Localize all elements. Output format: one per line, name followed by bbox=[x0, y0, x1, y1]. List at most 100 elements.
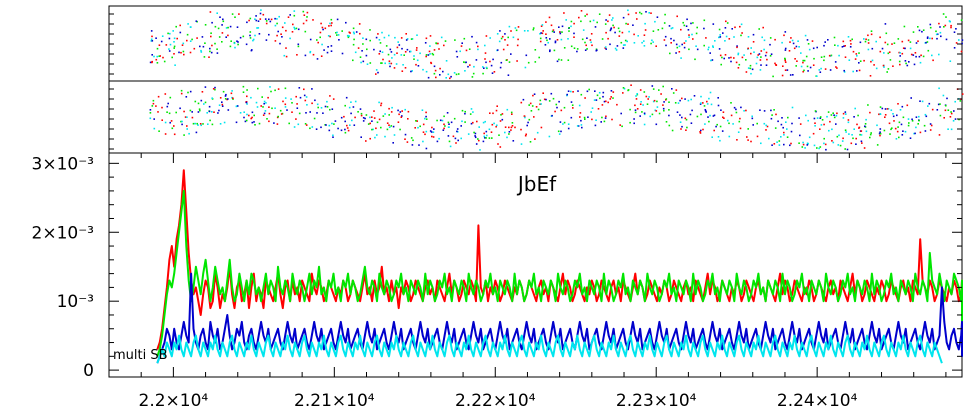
scatter-dot bbox=[175, 25, 177, 28]
scatter-dot bbox=[341, 52, 344, 55]
scatter-dot bbox=[753, 51, 755, 53]
scatter-dot bbox=[221, 24, 223, 26]
scatter-dot bbox=[425, 115, 427, 118]
scatter-dot bbox=[677, 102, 680, 104]
scatter-dot bbox=[784, 49, 787, 51]
scatter-dot bbox=[485, 66, 488, 69]
scatter-dot bbox=[737, 131, 740, 133]
scatter-dot bbox=[847, 121, 850, 124]
scatter-dot bbox=[255, 19, 258, 22]
scatter-dot bbox=[398, 113, 400, 116]
scatter-dot bbox=[740, 23, 743, 26]
scatter-dot bbox=[765, 129, 767, 131]
scatter-dot bbox=[787, 116, 789, 119]
scatter-dot bbox=[745, 71, 748, 73]
scatter-dot bbox=[386, 122, 389, 124]
scatter-dot bbox=[520, 128, 522, 131]
scatter-dot bbox=[740, 34, 742, 37]
scatter-dot bbox=[195, 131, 198, 134]
scatter-dot bbox=[718, 48, 721, 50]
scatter-dot bbox=[722, 116, 724, 119]
series-line-1 bbox=[156, 169, 963, 350]
scatter-dot bbox=[396, 46, 399, 49]
scatter-dot bbox=[397, 109, 399, 112]
scatter-dot bbox=[276, 22, 278, 25]
scatter-dot bbox=[552, 29, 555, 31]
scatter-dot bbox=[264, 110, 267, 112]
scatter-dot bbox=[284, 22, 286, 24]
scatter-dot bbox=[611, 118, 613, 121]
scatter-dot bbox=[608, 14, 611, 16]
scatter-dot bbox=[612, 97, 614, 99]
scatter-dot bbox=[316, 58, 319, 60]
scatter-dot bbox=[572, 91, 574, 93]
scatter-dot bbox=[497, 143, 499, 145]
scatter-dot bbox=[528, 104, 530, 106]
scatter-dot bbox=[265, 39, 268, 41]
scatter-dot bbox=[181, 120, 183, 123]
scatter-dot bbox=[705, 111, 707, 113]
scatter-dot bbox=[702, 128, 704, 131]
scatter-dot bbox=[229, 45, 232, 48]
scatter-dot bbox=[670, 27, 673, 30]
scatter-dot bbox=[380, 104, 382, 107]
scatter-dot bbox=[297, 28, 300, 31]
scatter-dot bbox=[295, 118, 297, 120]
scatter-dot bbox=[429, 35, 432, 37]
scatter-dot bbox=[558, 26, 560, 28]
scatter-dot bbox=[849, 39, 852, 42]
scatter-dot bbox=[236, 105, 239, 107]
scatter-dot bbox=[763, 39, 766, 42]
scatter-dot bbox=[593, 99, 596, 101]
scatter-dot bbox=[388, 34, 390, 37]
scatter-dot bbox=[953, 31, 956, 33]
scatter-dot bbox=[149, 117, 152, 120]
scatter-dot bbox=[333, 123, 335, 125]
scatter-dot bbox=[712, 23, 715, 25]
scatter-dot bbox=[179, 24, 181, 27]
scatter-dot bbox=[405, 33, 407, 35]
scatter-dot bbox=[416, 47, 418, 49]
scatter-dot bbox=[508, 131, 511, 133]
scatter-dot bbox=[296, 103, 298, 105]
top-scatter-panel bbox=[108, 5, 964, 82]
scatter-dot bbox=[210, 51, 213, 54]
scatter-dot bbox=[250, 96, 252, 99]
scatter-dot bbox=[306, 11, 309, 14]
scatter-dot bbox=[327, 46, 329, 48]
scatter-dot bbox=[477, 138, 479, 140]
scatter-dot bbox=[780, 123, 783, 126]
scatter-dot bbox=[637, 35, 639, 37]
scatter-dot bbox=[320, 22, 322, 25]
scatter-dot bbox=[469, 113, 472, 115]
scatter-dot bbox=[719, 125, 722, 128]
scatter-dot bbox=[566, 93, 568, 96]
scatter-dot bbox=[324, 105, 327, 108]
scatter-dot bbox=[699, 132, 702, 134]
scatter-dot bbox=[646, 103, 649, 105]
scatter-dot bbox=[612, 17, 614, 19]
scatter-dot bbox=[490, 64, 493, 67]
scatter-dot bbox=[475, 143, 478, 145]
scatter-dot bbox=[684, 98, 686, 100]
scatter-dot bbox=[440, 36, 443, 39]
scatter-dot bbox=[303, 94, 306, 97]
scatter-dot bbox=[938, 134, 941, 136]
scatter-dot bbox=[493, 71, 496, 73]
scatter-dot bbox=[199, 45, 201, 48]
scatter-dot bbox=[909, 47, 912, 50]
scatter-dot bbox=[522, 98, 525, 101]
scatter-dot bbox=[305, 19, 308, 22]
scatter-dot bbox=[633, 122, 635, 125]
scatter-dot bbox=[256, 106, 259, 108]
scatter-dot bbox=[915, 116, 918, 118]
scatter-dot bbox=[268, 112, 271, 115]
scatter-dot bbox=[834, 44, 836, 46]
scatter-dot bbox=[879, 128, 882, 130]
scatter-dot bbox=[567, 59, 570, 61]
scatter-dot bbox=[838, 54, 840, 57]
scatter-dot bbox=[802, 59, 804, 62]
scatter-dot bbox=[174, 64, 176, 66]
scatter-dot bbox=[898, 60, 901, 63]
scatter-dot bbox=[689, 113, 692, 116]
